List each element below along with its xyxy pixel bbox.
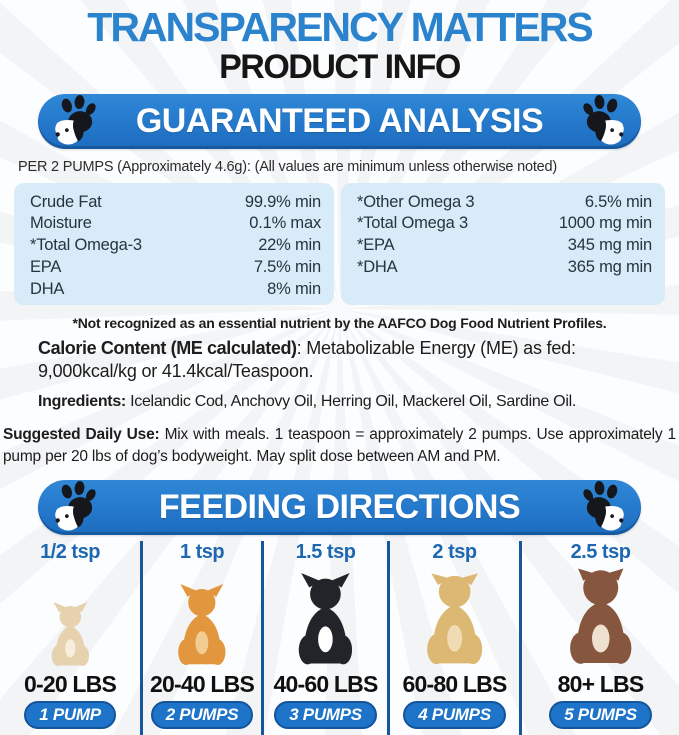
nutrient-label: *Other Omega 3 bbox=[357, 192, 475, 211]
ingredients: Ingredients: Icelandic Cod, Anchovy Oil,… bbox=[38, 393, 655, 411]
chihuahua-dog-icon bbox=[51, 601, 89, 666]
feeding-column-40-60lbs: 1.5 tsp 40-60 LBS 3 PUMPS bbox=[264, 540, 390, 735]
dog-image-box bbox=[285, 565, 366, 670]
table-row: *EPA 345 mg min bbox=[357, 235, 652, 257]
aafco-footnote: *Not recognized as an essential nutrient… bbox=[72, 314, 607, 331]
guaranteed-analysis-banner: GUARANTEED ANALYSIS bbox=[38, 93, 641, 149]
calorie-label: Calorie Content (ME calculated) bbox=[38, 337, 297, 358]
usage-text: Mix with meals. 1 teaspoon = approximate… bbox=[3, 426, 676, 466]
nutrient-value: 22% min bbox=[258, 236, 321, 255]
nutrient-value: 345 mg min bbox=[567, 236, 652, 255]
nutrient-value: 365 mg min bbox=[567, 257, 652, 276]
pump-count-badge: 2 PUMPS bbox=[150, 700, 254, 729]
weight-range: 80+ LBS bbox=[557, 670, 645, 697]
nutrient-label: *DHA bbox=[357, 257, 398, 276]
nutrient-value: 6.5% min bbox=[584, 192, 652, 211]
feeding-column-20-40lbs: 1 tsp 20-40 LBS 2 PUMPS bbox=[143, 540, 264, 735]
calorie-content: Calorie Content (ME calculated): Metabol… bbox=[38, 337, 655, 385]
table-row: *Total Omega 3 1000 mg min bbox=[357, 213, 652, 235]
pump-count-badge: 4 PUMPS bbox=[403, 700, 506, 729]
nutrient-value: 99.9% min bbox=[244, 192, 321, 211]
analysis-table: Crude Fat 99.9% min Moisture 0.1% max *T… bbox=[14, 182, 665, 305]
weight-range: 20-40 LBS bbox=[149, 670, 255, 697]
per-pumps-note: PER 2 PUMPS (Approximately 4.6g): (All v… bbox=[18, 158, 558, 175]
table-row: Crude Fat 99.9% min bbox=[30, 192, 321, 214]
page-subtitle: PRODUCT INFO bbox=[219, 47, 461, 86]
weight-range: 60-80 LBS bbox=[402, 670, 507, 697]
paw-dog-icon bbox=[55, 95, 96, 145]
nutrient-label: DHA bbox=[30, 279, 65, 298]
dog-image-box bbox=[557, 565, 645, 670]
feeding-chart: 1/2 tsp 0-20 LBS 1 PUMP 1 tsp bbox=[0, 540, 679, 735]
weight-range: 0-20 LBS bbox=[23, 670, 117, 697]
analysis-panel-right: *Other Omega 3 6.5% min *Total Omega 3 1… bbox=[341, 182, 665, 305]
table-row: *Total Omega-3 22% min bbox=[30, 235, 321, 257]
nutrient-label: *Total Omega-3 bbox=[30, 236, 142, 255]
nutrient-label: *Total Omega 3 bbox=[357, 214, 468, 233]
feeding-directions-title: FEEDING DIRECTIONS bbox=[158, 487, 521, 526]
paw-dog-icon bbox=[55, 481, 96, 531]
nutrient-value: 8% min bbox=[267, 279, 321, 298]
analysis-panel-left: Crude Fat 99.9% min Moisture 0.1% max *T… bbox=[14, 182, 334, 305]
feeding-column-60-80lbs: 2 tsp 60-80 LBS 4 PUMPS bbox=[390, 540, 522, 735]
nutrient-value: 1000 mg min bbox=[558, 214, 652, 233]
suggested-daily-use: Suggested Daily Use: Mix with meals. 1 t… bbox=[3, 424, 676, 467]
nutrient-label: Moisture bbox=[30, 214, 92, 233]
dog-image-box bbox=[42, 565, 99, 670]
guaranteed-analysis-title: GUARANTEED ANALYSIS bbox=[135, 101, 544, 140]
tsp-amount: 2.5 tsp bbox=[570, 540, 631, 563]
page-title: TRANSPARENCY MATTERS bbox=[87, 4, 593, 50]
pump-count-badge: 5 PUMPS bbox=[549, 700, 652, 729]
table-row: *DHA 365 mg min bbox=[357, 257, 652, 279]
american-bully-dog-icon bbox=[569, 568, 632, 664]
dog-image-box bbox=[413, 565, 496, 670]
ingredients-label: Ingredients: bbox=[38, 393, 126, 411]
dog-image-box bbox=[166, 565, 238, 670]
weight-range: 40-60 LBS bbox=[273, 670, 378, 697]
pump-count-badge: 3 PUMPS bbox=[274, 700, 377, 729]
table-row: Moisture 0.1% max bbox=[30, 213, 321, 235]
paw-dog-icon bbox=[583, 95, 624, 145]
pump-count-badge: 1 PUMP bbox=[24, 700, 116, 729]
nutrient-label: *EPA bbox=[357, 236, 395, 255]
tsp-amount: 2 tsp bbox=[432, 540, 477, 563]
nutrient-value: 0.1% max bbox=[249, 214, 321, 233]
calorie-text: : Metabolizable Energy (ME) as fed: 9,00… bbox=[38, 337, 576, 382]
nutrient-value: 7.5% min bbox=[253, 257, 321, 276]
feeding-directions-banner: FEEDING DIRECTIONS bbox=[38, 479, 641, 535]
pomeranian-dog-icon bbox=[178, 583, 226, 665]
table-row: DHA 8% min bbox=[30, 279, 321, 301]
golden-retriever-dog-icon bbox=[426, 573, 482, 664]
tsp-amount: 1 tsp bbox=[179, 540, 225, 563]
feeding-column-80plus-lbs: 2.5 tsp 80+ LBS 5 PUMPS bbox=[522, 541, 679, 735]
table-row: EPA 7.5% min bbox=[30, 257, 321, 279]
nutrient-label: Crude Fat bbox=[30, 192, 102, 211]
usage-label: Suggested Daily Use: bbox=[3, 426, 160, 444]
tsp-amount: 1/2 tsp bbox=[40, 540, 100, 563]
border-collie-dog-icon bbox=[298, 572, 353, 665]
ingredients-text: Icelandic Cod, Anchovy Oil, Herring Oil,… bbox=[125, 393, 576, 411]
paw-dog-icon bbox=[583, 481, 624, 531]
feeding-column-0-20lbs: 1/2 tsp 0-20 LBS 1 PUMP bbox=[0, 540, 143, 735]
table-row: *Other Omega 3 6.5% min bbox=[357, 192, 652, 214]
tsp-amount: 1.5 tsp bbox=[295, 540, 356, 563]
nutrient-label: EPA bbox=[30, 257, 62, 276]
